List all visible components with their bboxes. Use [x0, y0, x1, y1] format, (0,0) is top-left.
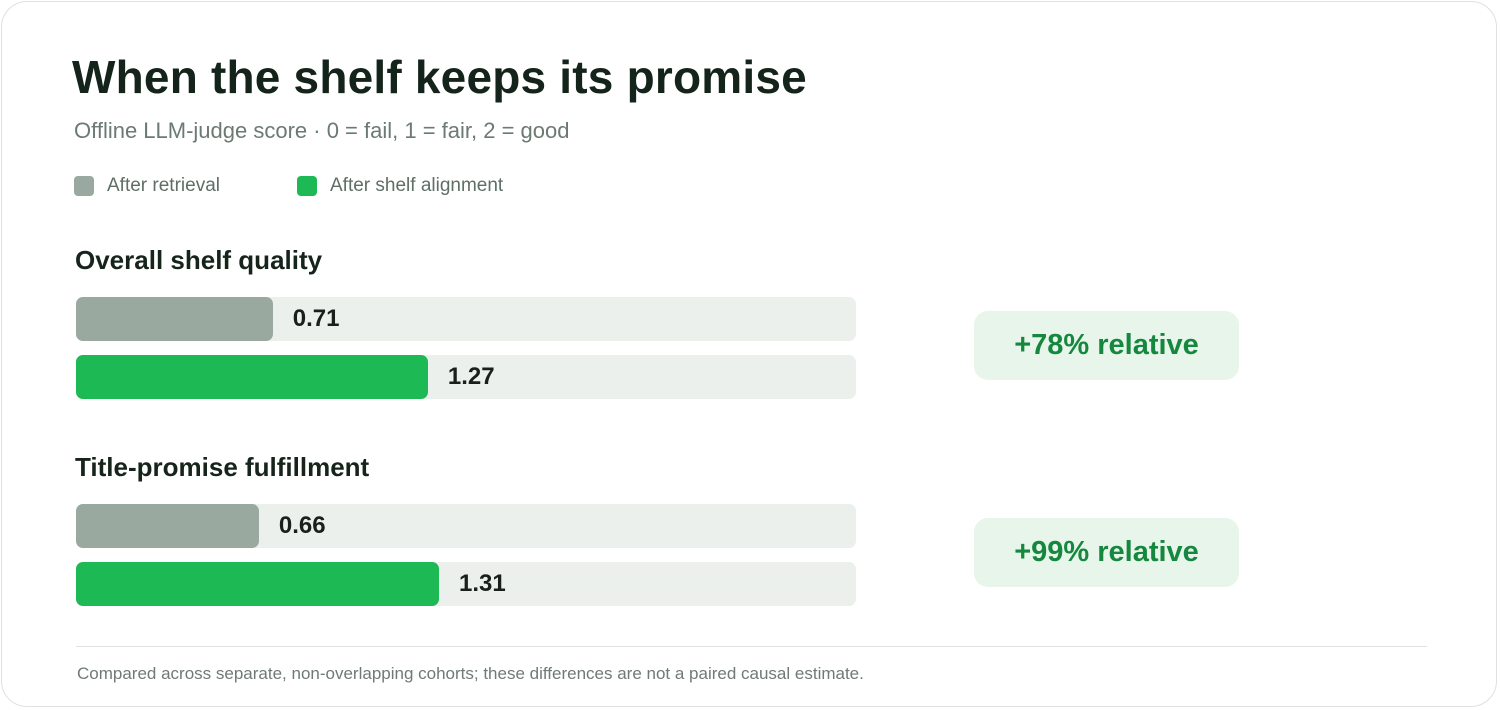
legend-swatch-after-shelf-alignment — [297, 176, 317, 196]
relative-change-badge-promise: +99% relative — [974, 518, 1239, 587]
group-title-overall-shelf-quality: Overall shelf quality — [75, 245, 323, 275]
legend-item-after-shelf-alignment: After shelf alignment — [297, 175, 503, 197]
relative-change-text-promise: +99% relative — [1014, 536, 1199, 568]
legend-swatch-after-retrieval — [74, 176, 94, 196]
bar-track-promise-alignment: 1.31 — [76, 562, 856, 606]
bar-promise-after-shelf-alignment — [76, 562, 439, 606]
bar-promise-after-retrieval — [76, 504, 259, 548]
bar-track-overall-alignment: 1.27 — [76, 355, 856, 399]
value-label-overall-after-shelf-alignment: 1.27 — [447, 363, 495, 390]
bar-overall-after-retrieval — [76, 297, 273, 341]
legend-item-after-retrieval: After retrieval — [74, 175, 220, 197]
value-label-promise-after-retrieval: 0.66 — [278, 512, 326, 539]
value-label-promise-after-shelf-alignment: 1.31 — [458, 570, 506, 597]
legend-label-after-retrieval: After retrieval — [107, 175, 220, 196]
relative-change-text-overall: +78% relative — [1014, 329, 1199, 361]
bar-overall-after-shelf-alignment — [76, 355, 428, 399]
relative-change-badge-overall: +78% relative — [974, 311, 1239, 380]
bar-track-promise-retrieval: 0.66 — [76, 504, 856, 548]
footer-divider — [76, 646, 1427, 647]
group-title-title-promise-fulfillment: Title-promise fulfillment — [75, 452, 370, 482]
chart-title: When the shelf keeps its promise — [72, 51, 807, 103]
chart-subtitle: Offline LLM-judge score · 0 = fail, 1 = … — [74, 118, 570, 143]
value-label-overall-after-retrieval: 0.71 — [292, 305, 340, 332]
legend-label-after-shelf-alignment: After shelf alignment — [330, 175, 504, 196]
bar-track-overall-retrieval: 0.71 — [76, 297, 856, 341]
footnote: Compared across separate, non-overlappin… — [77, 664, 864, 683]
